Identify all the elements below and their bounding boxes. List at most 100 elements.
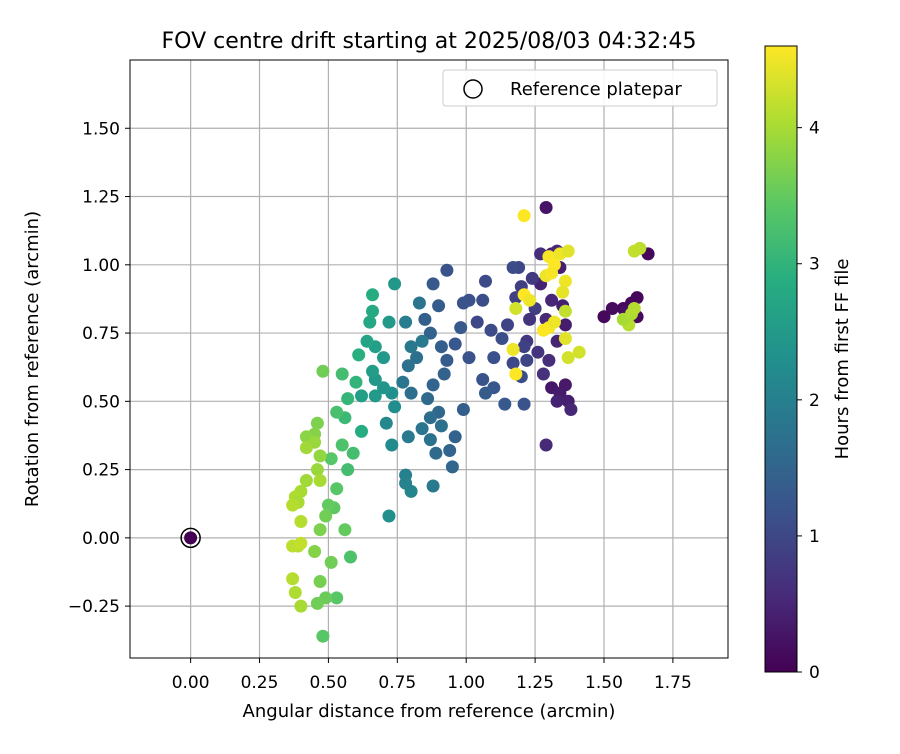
data-point (434, 340, 448, 354)
data-point (363, 315, 377, 329)
data-point (426, 277, 440, 291)
data-point (440, 263, 454, 277)
data-point (454, 321, 468, 335)
data-point (495, 332, 509, 345)
x-tick-label: 0.75 (378, 673, 416, 693)
x-tick-label: 0.00 (172, 673, 210, 693)
data-point (366, 364, 379, 378)
x-tick-label: 1.75 (654, 673, 692, 693)
data-point (440, 353, 454, 367)
data-point (286, 572, 300, 586)
data-point (423, 433, 437, 447)
data-point (545, 293, 559, 307)
data-point (385, 438, 399, 452)
data-point (572, 345, 586, 359)
data-point (299, 441, 313, 455)
data-point (308, 545, 322, 558)
y-tick-label: 1.00 (82, 256, 120, 276)
chart-title: FOV centre drift starting at 2025/08/03 … (162, 29, 697, 54)
data-point (445, 460, 459, 474)
colorbar-tick-label: 0 (809, 663, 820, 683)
data-point (388, 400, 402, 414)
data-point (558, 318, 572, 332)
colorbar-tick-label: 2 (809, 391, 820, 411)
y-tick-label: 0.25 (82, 461, 120, 481)
data-point (388, 277, 402, 291)
data-point (399, 476, 413, 490)
data-point (344, 550, 357, 564)
data-point (324, 452, 338, 466)
data-point (335, 367, 349, 381)
data-point (401, 430, 415, 444)
data-point (520, 353, 534, 367)
data-point (330, 405, 344, 419)
data-point (506, 356, 520, 370)
data-point (310, 416, 324, 430)
data-point (517, 340, 531, 354)
x-tick-label: 1.50 (585, 673, 623, 693)
colorbar-label: Hours from first FF file (832, 259, 853, 460)
data-point (412, 296, 426, 310)
data-point (479, 386, 492, 400)
data-point (432, 299, 446, 313)
x-axis-label: Angular distance from reference (arcmin) (243, 701, 616, 722)
reference-marker (180, 527, 201, 549)
x-axis-ticks: 0.00 0.25 0.50 0.75 1.00 1.25 1.50 1.75 (172, 658, 692, 693)
data-point (437, 367, 451, 381)
data-point (443, 444, 457, 457)
data-point (288, 586, 302, 599)
data-point (506, 261, 520, 274)
data-point (404, 386, 418, 400)
y-axis-ticks: −0.25 0.00 0.25 0.50 0.75 1.00 1.25 1.50 (68, 119, 130, 617)
data-point (536, 367, 550, 381)
data-point (426, 378, 440, 392)
data-point (379, 416, 393, 430)
data-point (536, 323, 550, 337)
legend-box: Reference platepar (442, 69, 718, 107)
data-point (316, 629, 330, 643)
data-point (501, 318, 514, 332)
data-points (184, 201, 655, 643)
data-point (531, 345, 545, 359)
data-point (321, 498, 335, 512)
y-tick-label: −0.25 (68, 597, 120, 617)
data-point (399, 315, 413, 329)
data-point (313, 523, 327, 537)
data-point (313, 575, 327, 588)
reference-platepar-marker (180, 527, 201, 549)
data-point (335, 438, 349, 452)
data-point (401, 359, 415, 373)
data-point (341, 392, 355, 406)
data-point (319, 509, 333, 523)
data-point (523, 293, 537, 307)
data-point (509, 367, 523, 381)
y-axis-label: Rotation from reference (arcmin) (22, 211, 43, 507)
data-point (539, 438, 553, 452)
data-point (479, 274, 492, 288)
data-point (462, 351, 476, 365)
data-point (313, 449, 327, 463)
data-point (352, 348, 366, 362)
data-point (558, 378, 572, 392)
colorbar-tick-label: 4 (809, 119, 820, 139)
data-point (404, 340, 418, 354)
data-point (341, 463, 355, 477)
data-point (355, 389, 368, 403)
data-point (539, 201, 553, 214)
data-point (517, 397, 531, 411)
data-point (316, 364, 330, 378)
data-point (313, 474, 327, 487)
data-point (294, 536, 308, 550)
data-point (556, 285, 570, 299)
data-point (421, 392, 435, 406)
data-point (476, 293, 490, 307)
data-point (396, 375, 410, 389)
data-point (605, 302, 619, 315)
data-point (470, 315, 484, 329)
data-point (377, 381, 390, 395)
data-point (410, 351, 424, 365)
data-point (423, 411, 437, 425)
data-point (377, 351, 390, 365)
data-point (456, 296, 470, 310)
